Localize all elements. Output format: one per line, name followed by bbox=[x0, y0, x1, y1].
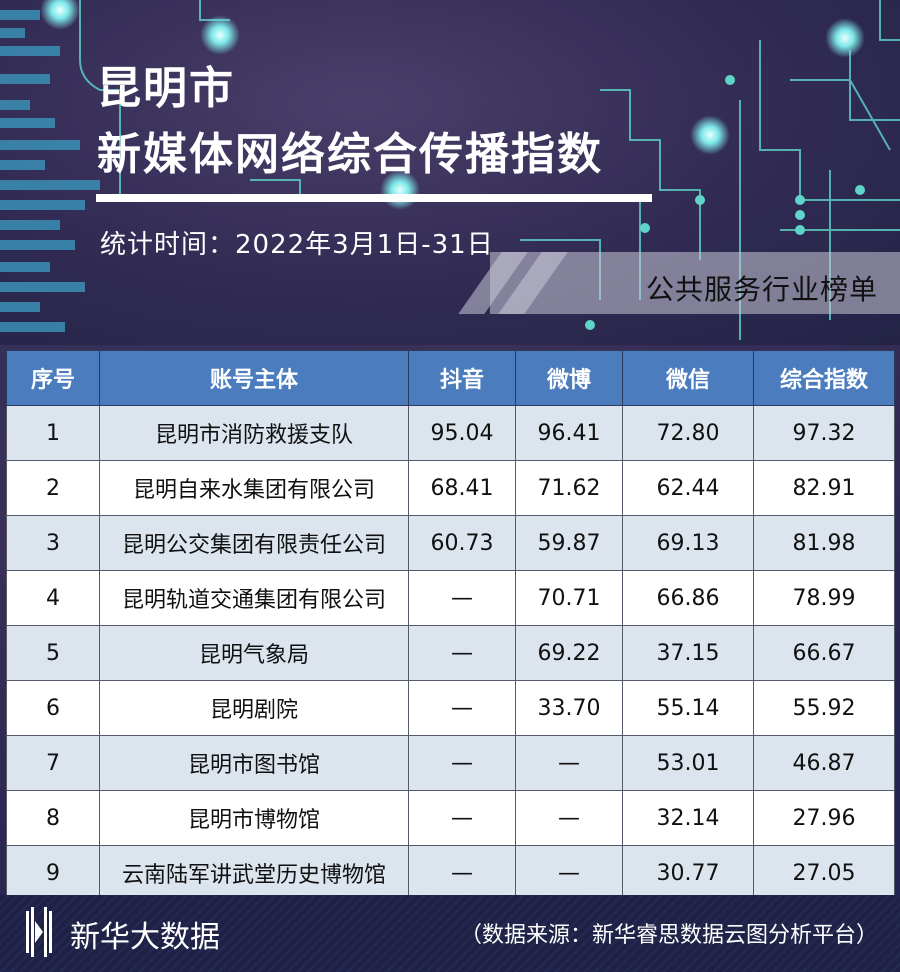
table-row: 4 昆明轨道交通集团有限公司 — 70.71 66.86 78.99 bbox=[6, 570, 895, 626]
account-cell: 昆明市博物馆 bbox=[99, 790, 409, 846]
table-row: 3 昆明公交集团有限责任公司 60.73 59.87 69.13 81.98 bbox=[6, 515, 895, 571]
douyin-cell: — bbox=[408, 625, 516, 681]
account-cell: 昆明市图书馆 bbox=[99, 735, 409, 791]
douyin-cell: — bbox=[408, 735, 516, 791]
weixin-cell: 53.01 bbox=[622, 735, 754, 791]
footer bbox=[0, 895, 900, 972]
rank-cell: 1 bbox=[6, 405, 100, 461]
page-title: 新媒体网络综合传播指数 bbox=[97, 129, 603, 180]
index-cell: 97.32 bbox=[753, 405, 895, 461]
weixin-cell: 37.15 bbox=[622, 625, 754, 681]
weibo-cell: 69.22 bbox=[515, 625, 623, 681]
douyin-cell: — bbox=[408, 570, 516, 626]
index-cell: 81.98 bbox=[753, 515, 895, 571]
table-row: 9 云南陆军讲武堂历史博物馆 — — 30.77 27.05 bbox=[6, 845, 895, 901]
index-cell: 82.91 bbox=[753, 460, 895, 516]
account-cell: 昆明剧院 bbox=[99, 680, 409, 736]
column-header-douyin: 抖音 bbox=[408, 350, 516, 406]
weixin-cell: 32.14 bbox=[622, 790, 754, 846]
index-cell: 78.99 bbox=[753, 570, 895, 626]
column-header-rank: 序号 bbox=[6, 350, 100, 406]
rank-cell: 9 bbox=[6, 845, 100, 901]
weibo-cell: — bbox=[515, 790, 623, 846]
account-cell: 昆明公交集团有限责任公司 bbox=[99, 515, 409, 571]
page-title-city: 昆明市 bbox=[97, 63, 235, 114]
column-header-account: 账号主体 bbox=[99, 350, 409, 406]
weixin-cell: 62.44 bbox=[622, 460, 754, 516]
weibo-cell: 59.87 bbox=[515, 515, 623, 571]
table-header-row: 序号 账号主体 抖音 微博 微信 综合指数 bbox=[6, 350, 895, 406]
category-ribbon bbox=[490, 252, 900, 314]
rank-cell: 5 bbox=[6, 625, 100, 681]
weibo-cell: 71.62 bbox=[515, 460, 623, 516]
rank-cell: 3 bbox=[6, 515, 100, 571]
table-row: 5 昆明气象局 — 69.22 37.15 66.67 bbox=[6, 625, 895, 681]
weixin-cell: 72.80 bbox=[622, 405, 754, 461]
rank-cell: 8 bbox=[6, 790, 100, 846]
douyin-cell: — bbox=[408, 790, 516, 846]
douyin-cell: 68.41 bbox=[408, 460, 516, 516]
table-row: 2 昆明自来水集团有限公司 68.41 71.62 62.44 82.91 bbox=[6, 460, 895, 516]
weixin-cell: 30.77 bbox=[622, 845, 754, 901]
data-source-note: （数据来源：新华睿思数据云图分析平台） bbox=[459, 923, 878, 948]
weixin-cell: 66.86 bbox=[622, 570, 754, 626]
brand-name: 新华大数据 bbox=[70, 920, 220, 955]
statistics-period: 统计时间：2022年3月1日-31日 bbox=[100, 230, 494, 260]
column-header-weibo: 微博 bbox=[515, 350, 623, 406]
index-cell: 27.05 bbox=[753, 845, 895, 901]
weibo-cell: 96.41 bbox=[515, 405, 623, 461]
rank-cell: 6 bbox=[6, 680, 100, 736]
douyin-cell: — bbox=[408, 680, 516, 736]
douyin-cell: — bbox=[408, 845, 516, 901]
douyin-cell: 95.04 bbox=[408, 405, 516, 461]
weixin-cell: 55.14 bbox=[622, 680, 754, 736]
category-label: 公共服务行业榜单 bbox=[645, 273, 878, 306]
table-row: 7 昆明市图书馆 — — 53.01 46.87 bbox=[6, 735, 895, 791]
rank-cell: 2 bbox=[6, 460, 100, 516]
index-cell: 66.67 bbox=[753, 625, 895, 681]
xinhua-bigdata-logo-icon bbox=[26, 907, 52, 957]
header-banner: 昆明市 新媒体网络综合传播指数 统计时间：2022年3月1日-31日 公共服务行… bbox=[0, 0, 900, 345]
account-cell: 昆明气象局 bbox=[99, 625, 409, 681]
column-header-weixin: 微信 bbox=[622, 350, 754, 406]
account-cell: 云南陆军讲武堂历史博物馆 bbox=[99, 845, 409, 901]
table-row: 8 昆明市博物馆 — — 32.14 27.96 bbox=[6, 790, 895, 846]
column-header-index: 综合指数 bbox=[753, 350, 895, 406]
account-cell: 昆明市消防救援支队 bbox=[99, 405, 409, 461]
weibo-cell: — bbox=[515, 735, 623, 791]
account-cell: 昆明轨道交通集团有限公司 bbox=[99, 570, 409, 626]
account-cell: 昆明自来水集团有限公司 bbox=[99, 460, 409, 516]
index-cell: 46.87 bbox=[753, 735, 895, 791]
ranking-table: 序号 账号主体 抖音 微博 微信 综合指数 1 昆明市消防救援支队 95.04 … bbox=[6, 350, 895, 901]
decorative-bars bbox=[0, 0, 130, 345]
douyin-cell: 60.73 bbox=[408, 515, 516, 571]
index-cell: 27.96 bbox=[753, 790, 895, 846]
weibo-cell: 33.70 bbox=[515, 680, 623, 736]
weibo-cell: — bbox=[515, 845, 623, 901]
title-underline bbox=[96, 194, 652, 202]
rank-cell: 4 bbox=[6, 570, 100, 626]
weixin-cell: 69.13 bbox=[622, 515, 754, 571]
table-row: 6 昆明剧院 — 33.70 55.14 55.92 bbox=[6, 680, 895, 736]
index-cell: 55.92 bbox=[753, 680, 895, 736]
weibo-cell: 70.71 bbox=[515, 570, 623, 626]
rank-cell: 7 bbox=[6, 735, 100, 791]
table-row: 1 昆明市消防救援支队 95.04 96.41 72.80 97.32 bbox=[6, 405, 895, 461]
